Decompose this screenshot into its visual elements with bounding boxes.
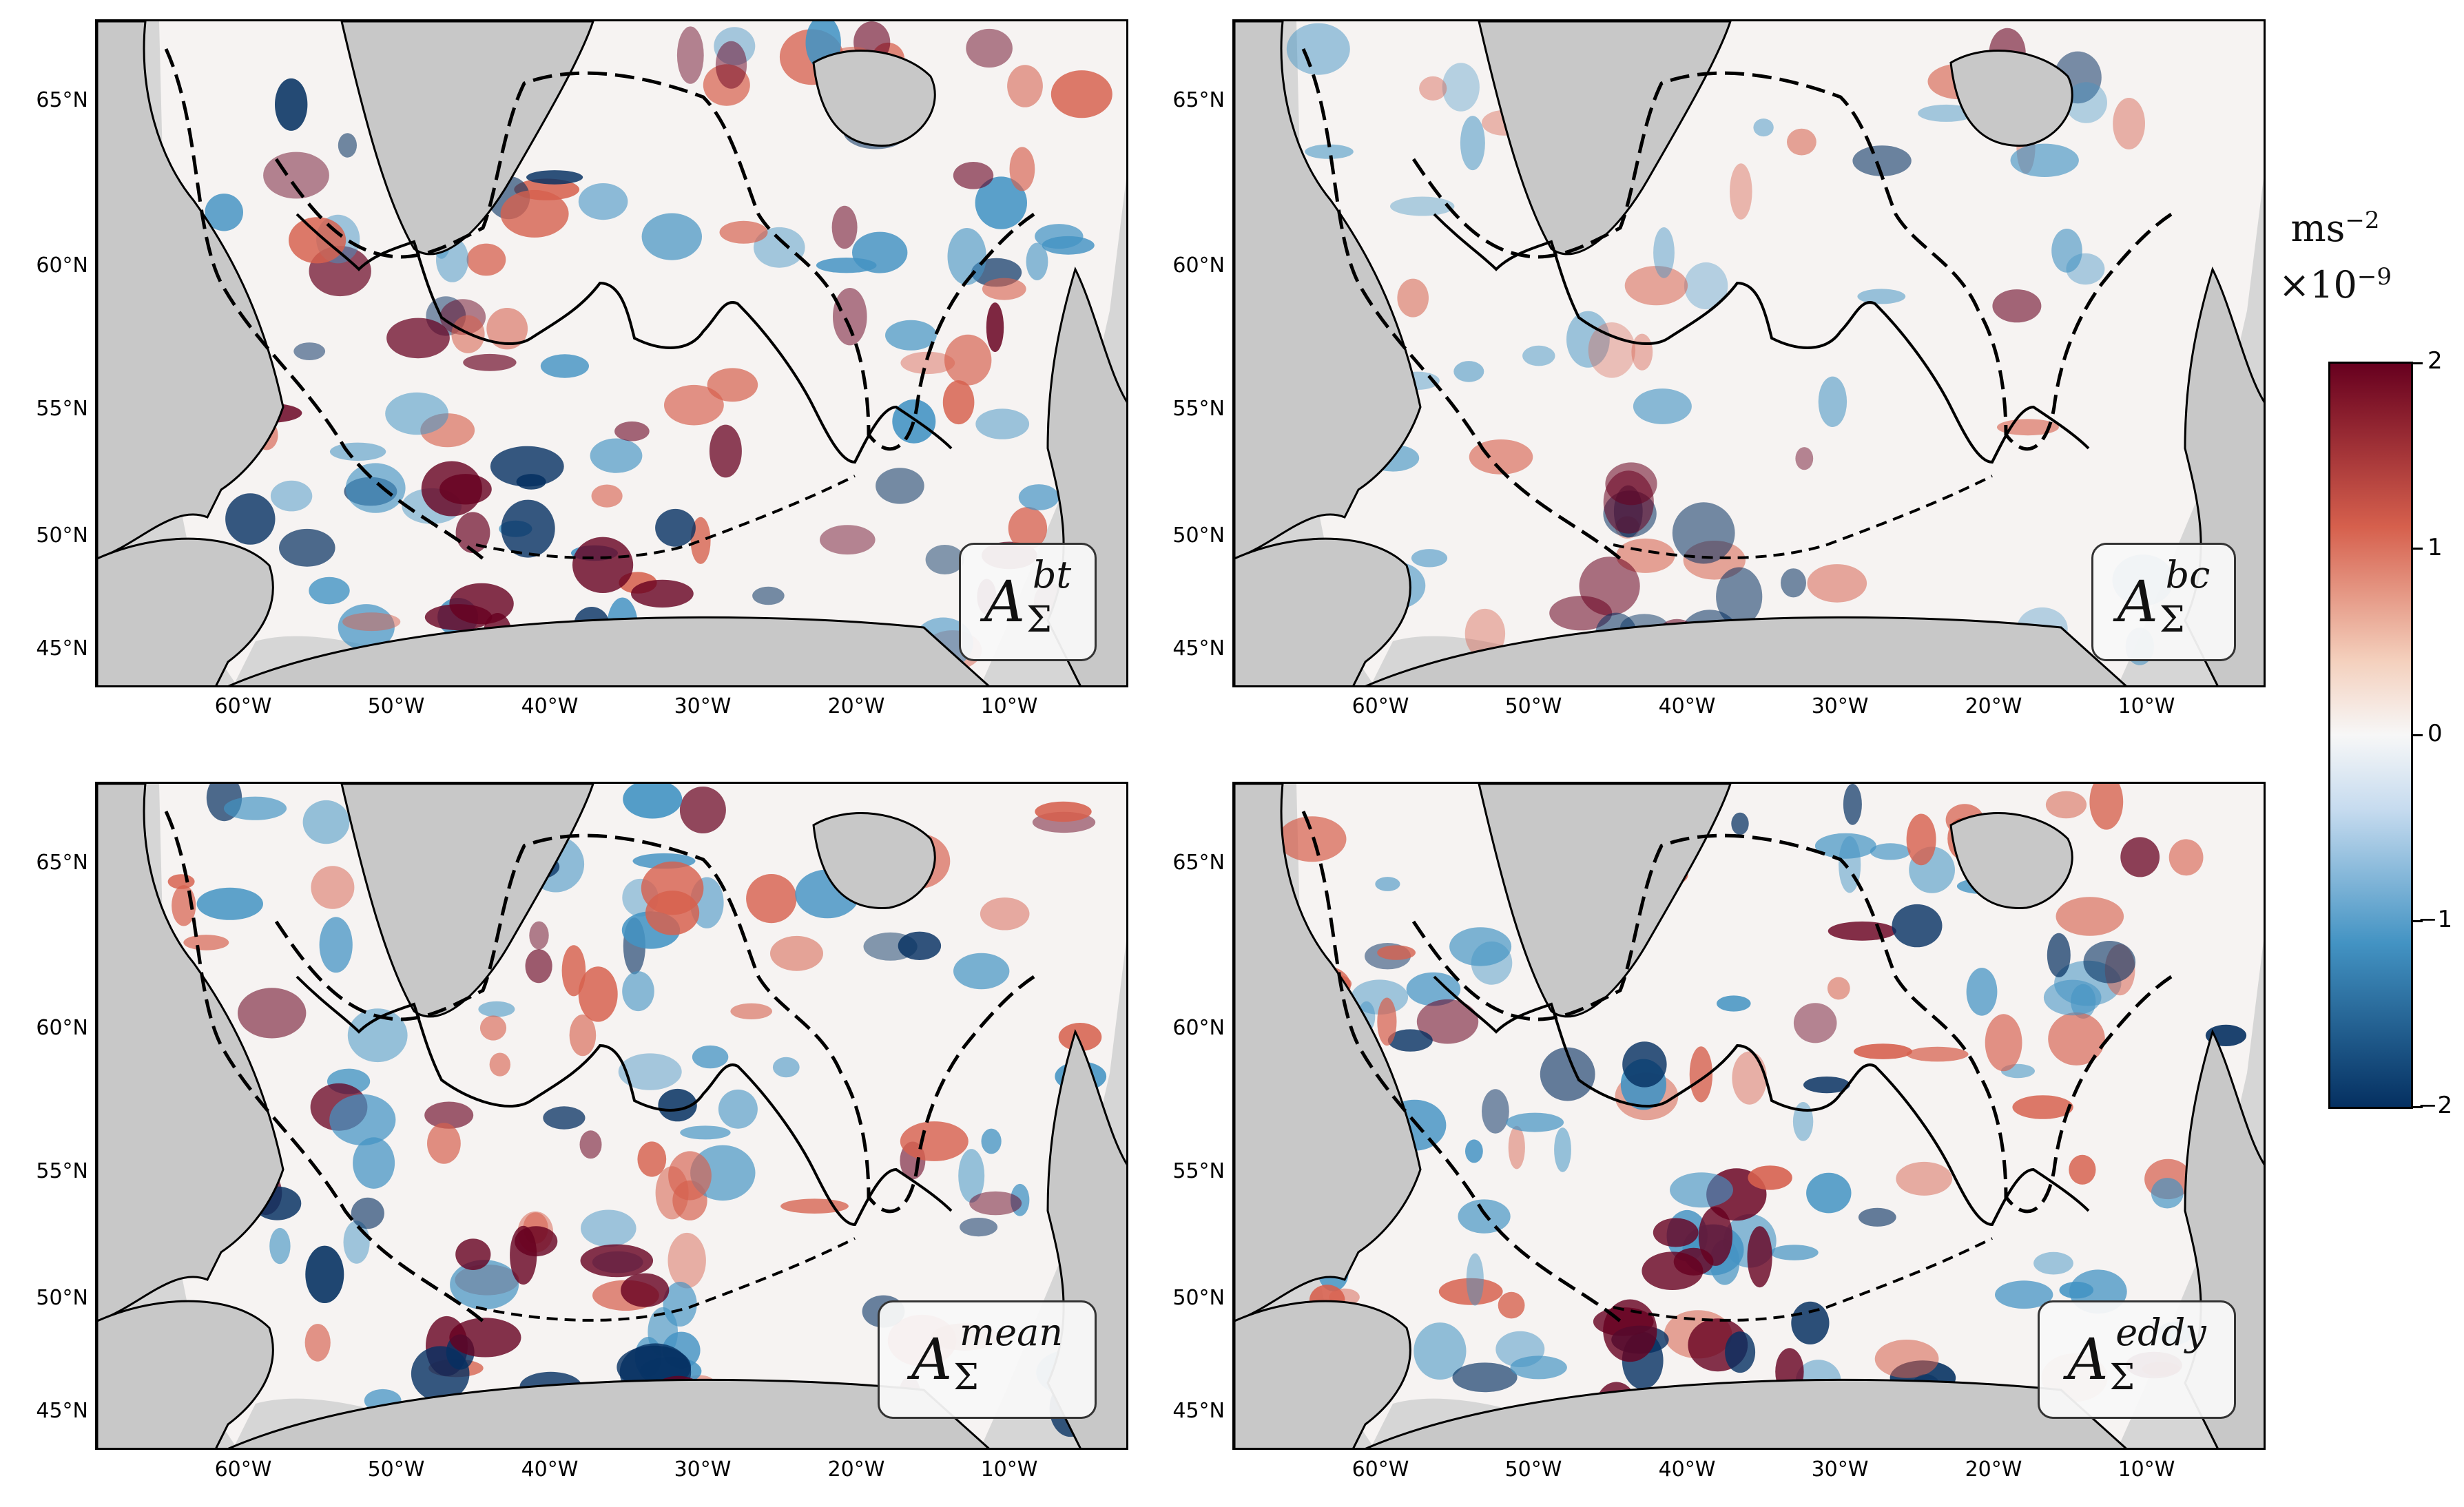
colorbar-tick: [2413, 920, 2423, 922]
lon-label: 10°W: [980, 1457, 1038, 1482]
lon-label: 30°W: [674, 1457, 732, 1482]
map-canvas-mean: [97, 784, 1126, 1448]
lon-label: 20°W: [1965, 694, 2022, 718]
lon-label: 30°W: [674, 694, 732, 718]
lat-label: 60°N: [36, 1016, 88, 1040]
lat-label: 50°N: [36, 1286, 88, 1310]
lon-label: 10°W: [2118, 1457, 2175, 1482]
lon-label: 50°W: [367, 694, 425, 718]
lat-label: 45°N: [1172, 1399, 1225, 1423]
lat-label: 45°N: [36, 1399, 88, 1423]
lon-label: 50°W: [1504, 1457, 1562, 1482]
colorbar-scale-exp: −9: [2357, 263, 2392, 291]
label-base: A: [2067, 1327, 2109, 1393]
label-sub: Σ: [2109, 1357, 2135, 1398]
label-sub: Σ: [1026, 599, 1052, 641]
lon-label: 10°W: [980, 694, 1038, 718]
land: [1234, 21, 2264, 685]
lon-label: 60°W: [1352, 1457, 1409, 1482]
colorbar-unit-base: ms: [2290, 207, 2346, 250]
lon-label: 60°W: [214, 1457, 272, 1482]
lon-label: 30°W: [1811, 1457, 1869, 1482]
map-canvas-eddy: [1234, 784, 2264, 1448]
map-panel-mean: [95, 782, 1128, 1450]
colorbar-tick-label: 1: [2427, 534, 2443, 561]
colorbar-tick: [2413, 1106, 2423, 1108]
lon-label: 50°W: [1504, 694, 1562, 718]
lat-label: 55°N: [36, 397, 88, 421]
lat-label: 65°N: [36, 851, 88, 875]
map-panel-bt: [95, 19, 1128, 687]
lat-label: 50°N: [1172, 1286, 1225, 1310]
lon-label: 10°W: [2118, 694, 2175, 718]
land: [1234, 784, 2264, 1448]
label-sub: Σ: [2159, 599, 2185, 641]
depth-contours: [1301, 48, 2173, 560]
lat-label: 65°N: [1172, 88, 1225, 112]
colorbar-tick-label: 0: [2427, 720, 2443, 747]
label-sup: mean: [959, 1310, 1064, 1354]
lon-label: 40°W: [521, 1457, 579, 1482]
lon-label: 40°W: [1658, 1457, 1716, 1482]
colorbar-unit-line1: ms−2: [2266, 207, 2404, 250]
lat-label: 50°N: [1172, 523, 1225, 548]
anomaly-field: [1278, 784, 2247, 1440]
lat-label: 55°N: [1172, 1159, 1225, 1183]
lat-label: 55°N: [1172, 397, 1225, 421]
colorbar-unit-exp: −2: [2345, 207, 2380, 234]
colorbar-scale-base: ×10: [2278, 263, 2357, 306]
colorbar-unit-line2: ×10−9: [2266, 263, 2404, 306]
map-canvas-bt: [97, 21, 1126, 685]
colorbar-tick: [2413, 548, 2423, 550]
lat-label: 60°N: [36, 253, 88, 278]
depth-contours: [164, 48, 1035, 560]
lon-label: 20°W: [827, 1457, 885, 1482]
colorbar-tick-label: −1: [2418, 906, 2453, 933]
lat-label: 60°N: [1172, 253, 1225, 278]
colorbar: [2328, 362, 2413, 1109]
colorbar-tick-label: 2: [2427, 347, 2443, 375]
lon-label: 60°W: [1352, 694, 1409, 718]
lat-label: 45°N: [1172, 636, 1225, 661]
lon-label: 40°W: [1658, 694, 1716, 718]
label-base: A: [984, 569, 1026, 635]
lat-label: 65°N: [1172, 851, 1225, 875]
depth-contours: [1301, 810, 2173, 1322]
lon-label: 30°W: [1811, 694, 1869, 718]
lon-label: 20°W: [1965, 1457, 2022, 1482]
label-sup: bt: [1032, 552, 1072, 596]
label-sup: eddy: [2115, 1310, 2206, 1354]
lon-label: 40°W: [521, 694, 579, 718]
lat-label: 50°N: [36, 523, 88, 548]
colorbar-tick: [2413, 734, 2423, 736]
colorbar-tick: [2413, 362, 2423, 364]
label-sup: bc: [2165, 552, 2211, 596]
label-base: A: [911, 1327, 953, 1393]
lon-label: 50°W: [367, 1457, 425, 1482]
lon-label: 20°W: [827, 694, 885, 718]
land: [97, 21, 1126, 685]
lat-label: 45°N: [36, 636, 88, 661]
colorbar-tick-label: −2: [2418, 1092, 2453, 1119]
depth-contours: [164, 810, 1035, 1322]
label-sub: Σ: [953, 1357, 979, 1398]
label-base: A: [2117, 569, 2158, 635]
lat-label: 55°N: [36, 1159, 88, 1183]
lat-label: 60°N: [1172, 1016, 1225, 1040]
lat-label: 65°N: [36, 88, 88, 112]
lon-label: 60°W: [214, 694, 272, 718]
